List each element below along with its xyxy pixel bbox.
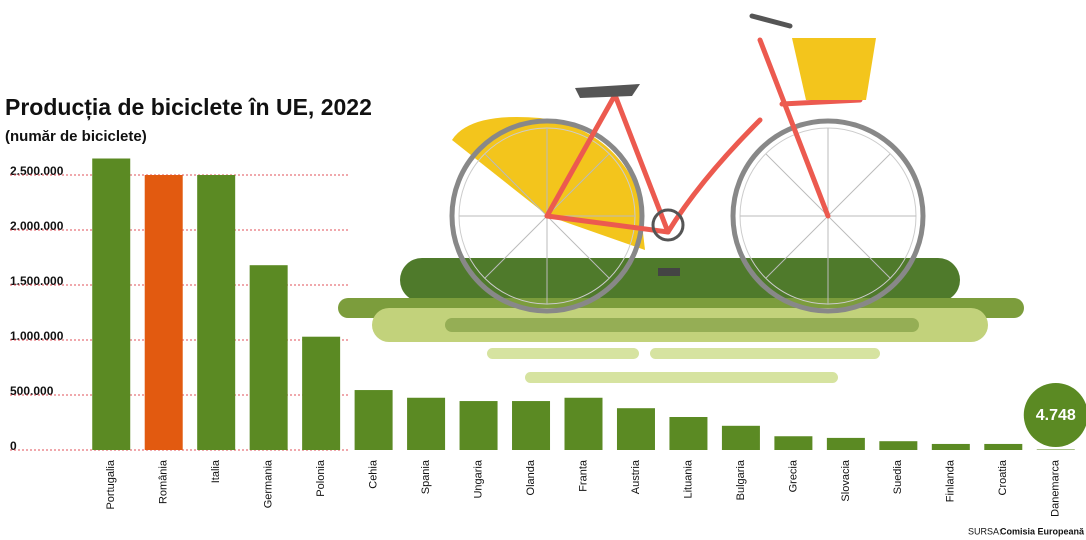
x-tick-label: Finlanda — [945, 459, 957, 502]
y-tick-label: 1.000.000 — [10, 329, 64, 343]
chart: Producția de biciclete în UE, 2022 (numă… — [0, 0, 1086, 540]
bar — [197, 175, 235, 450]
chart-title: Producția de biciclete în UE, 2022 — [5, 94, 372, 121]
bar — [617, 408, 655, 450]
x-tick-label: Lituania — [682, 459, 694, 498]
bar — [722, 426, 760, 450]
bar — [932, 444, 970, 450]
illustration — [338, 16, 1024, 383]
x-tick-label: Olanda — [525, 459, 537, 495]
x-tick-label: Spania — [420, 459, 432, 494]
bar — [774, 436, 812, 450]
x-tick-label: Grecia — [787, 459, 799, 492]
bar — [565, 398, 603, 450]
x-tick-label: Austria — [630, 459, 642, 494]
bar — [355, 390, 393, 450]
bar — [92, 159, 130, 451]
bar — [460, 401, 498, 450]
x-tick-label: Germania — [263, 459, 275, 508]
chart-subtitle: (număr de biciclete) — [5, 128, 147, 145]
x-tick-label: Danemarca — [1050, 459, 1062, 517]
x-tick-label: Ungaria — [472, 459, 484, 498]
bar — [984, 444, 1022, 450]
x-tick-label: Polonia — [315, 459, 327, 497]
value-label: 4.748 — [1036, 407, 1076, 424]
x-tick-label: Slovacia — [840, 459, 852, 501]
y-tick-label: 500.000 — [10, 384, 54, 398]
x-tick-label: Franta — [577, 459, 589, 492]
x-tick-label: Italia — [210, 459, 222, 483]
x-tick-label: Cehia — [368, 459, 380, 489]
bar — [879, 441, 917, 450]
y-tick-label: 0 — [10, 439, 17, 453]
bar — [512, 401, 550, 450]
x-tick-label: Suedia — [892, 459, 904, 494]
x-tick-label: România — [158, 459, 170, 504]
bar — [250, 265, 288, 450]
bar — [827, 438, 865, 450]
y-tick-label: 2.000.000 — [10, 219, 64, 233]
x-tick-label: Croatia — [997, 459, 1009, 495]
x-tick-label: Bulgaria — [735, 459, 747, 500]
source-label: SURSA: — [968, 526, 1002, 536]
bar — [407, 398, 445, 450]
y-tick-label: 1.500.000 — [10, 274, 64, 288]
x-tick-label: Portugalia — [105, 459, 117, 509]
bar — [669, 417, 707, 450]
bar — [145, 175, 183, 450]
bar — [302, 337, 340, 450]
bar — [1037, 449, 1075, 450]
source: Comisia Europeană — [1000, 526, 1085, 536]
y-tick-label: 2.500.000 — [10, 164, 64, 178]
